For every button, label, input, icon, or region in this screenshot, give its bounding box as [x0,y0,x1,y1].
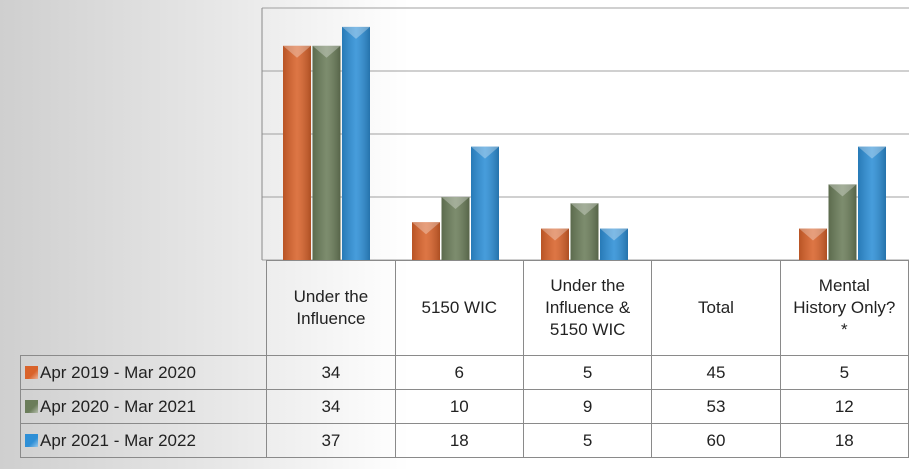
table-value: 34 [266,355,396,390]
table-value: 6 [394,355,524,390]
bar-shade [541,228,569,260]
bar [600,228,628,260]
legend-cell: Apr 2019 - Mar 2020 [19,355,268,390]
bar-bevel [312,45,341,58]
bar-shade [570,203,599,260]
bar-shade [600,228,628,260]
table-value: 18 [394,423,524,458]
table-value: 5 [522,423,653,458]
bar [312,45,341,260]
bar-shade [283,45,311,260]
bar [471,146,499,260]
bar-bevel [412,222,440,235]
table-value: 18 [779,423,909,458]
bar-bevel [342,26,370,39]
bar-shade [828,184,857,260]
bar [283,45,311,260]
bar-bevel [441,197,470,209]
chart [261,7,909,261]
table-value: 60 [651,423,781,458]
table-value: 37 [266,423,396,458]
bar-bevel [799,228,827,241]
bar-shade [441,197,470,260]
corner [21,261,267,356]
table-value: 53 [651,389,781,424]
legend-label: Apr 2021 - Mar 2022 [40,430,196,450]
bar [799,228,827,260]
bar-shade [858,146,886,260]
bar [412,222,440,260]
bar [441,197,470,260]
bar-bevel [570,203,599,216]
bar [541,228,569,260]
table-value: 45 [651,355,781,390]
table-value: 34 [266,389,396,424]
series-row: Apr 2021 - Mar 2022 37 18 5 60 18 [19,423,909,458]
bar-shade [312,45,341,260]
legend-swatch [25,399,38,413]
category-label: Under the Influence [266,260,396,356]
series-row: Apr 2020 - Mar 2021 34 10 9 53 12 [19,389,909,424]
series-row: Apr 2019 - Mar 2020 34 6 5 45 5 [19,355,909,390]
header-row: Under the Influence 5150 WIC Under the Inf… [21,260,909,356]
bar-bevel [283,45,311,58]
table-value: 5 [779,355,909,390]
legend-cell: Apr 2020 - Mar 2021 [19,389,268,424]
bar-bevel [828,184,857,197]
bar [342,26,370,261]
bar-shade [799,228,827,260]
legend-cell: Apr 2021 - Mar 2022 [19,423,268,458]
category-label: Mental History Only?* [779,260,909,356]
bar-bevel [541,228,569,241]
category-label: Under the Influence & 5150 WIC [522,260,653,356]
bar-bevel [471,146,499,159]
bar-bevel [600,228,628,241]
data-table: Under the Influence 5150 WIC Under the Inf… [19,260,909,458]
category-label: 5150 WIC [394,260,524,356]
table-value: 10 [394,389,524,424]
legend-label: Apr 2019 - Mar 2020 [40,362,196,382]
bar [570,203,599,260]
bar-shade [342,26,370,261]
table-value: 9 [522,389,653,424]
legend-label: Apr 2020 - Mar 2021 [40,396,196,416]
bar-shade [471,146,499,260]
table-value: 12 [779,389,909,424]
bar [828,184,857,260]
legend-swatch [25,365,38,379]
legend-swatch [25,433,38,447]
table-value: 5 [522,355,653,390]
bar-shade [412,222,440,260]
bar [858,146,886,260]
bar-bevel [858,146,886,159]
category-label: Total [651,260,781,356]
